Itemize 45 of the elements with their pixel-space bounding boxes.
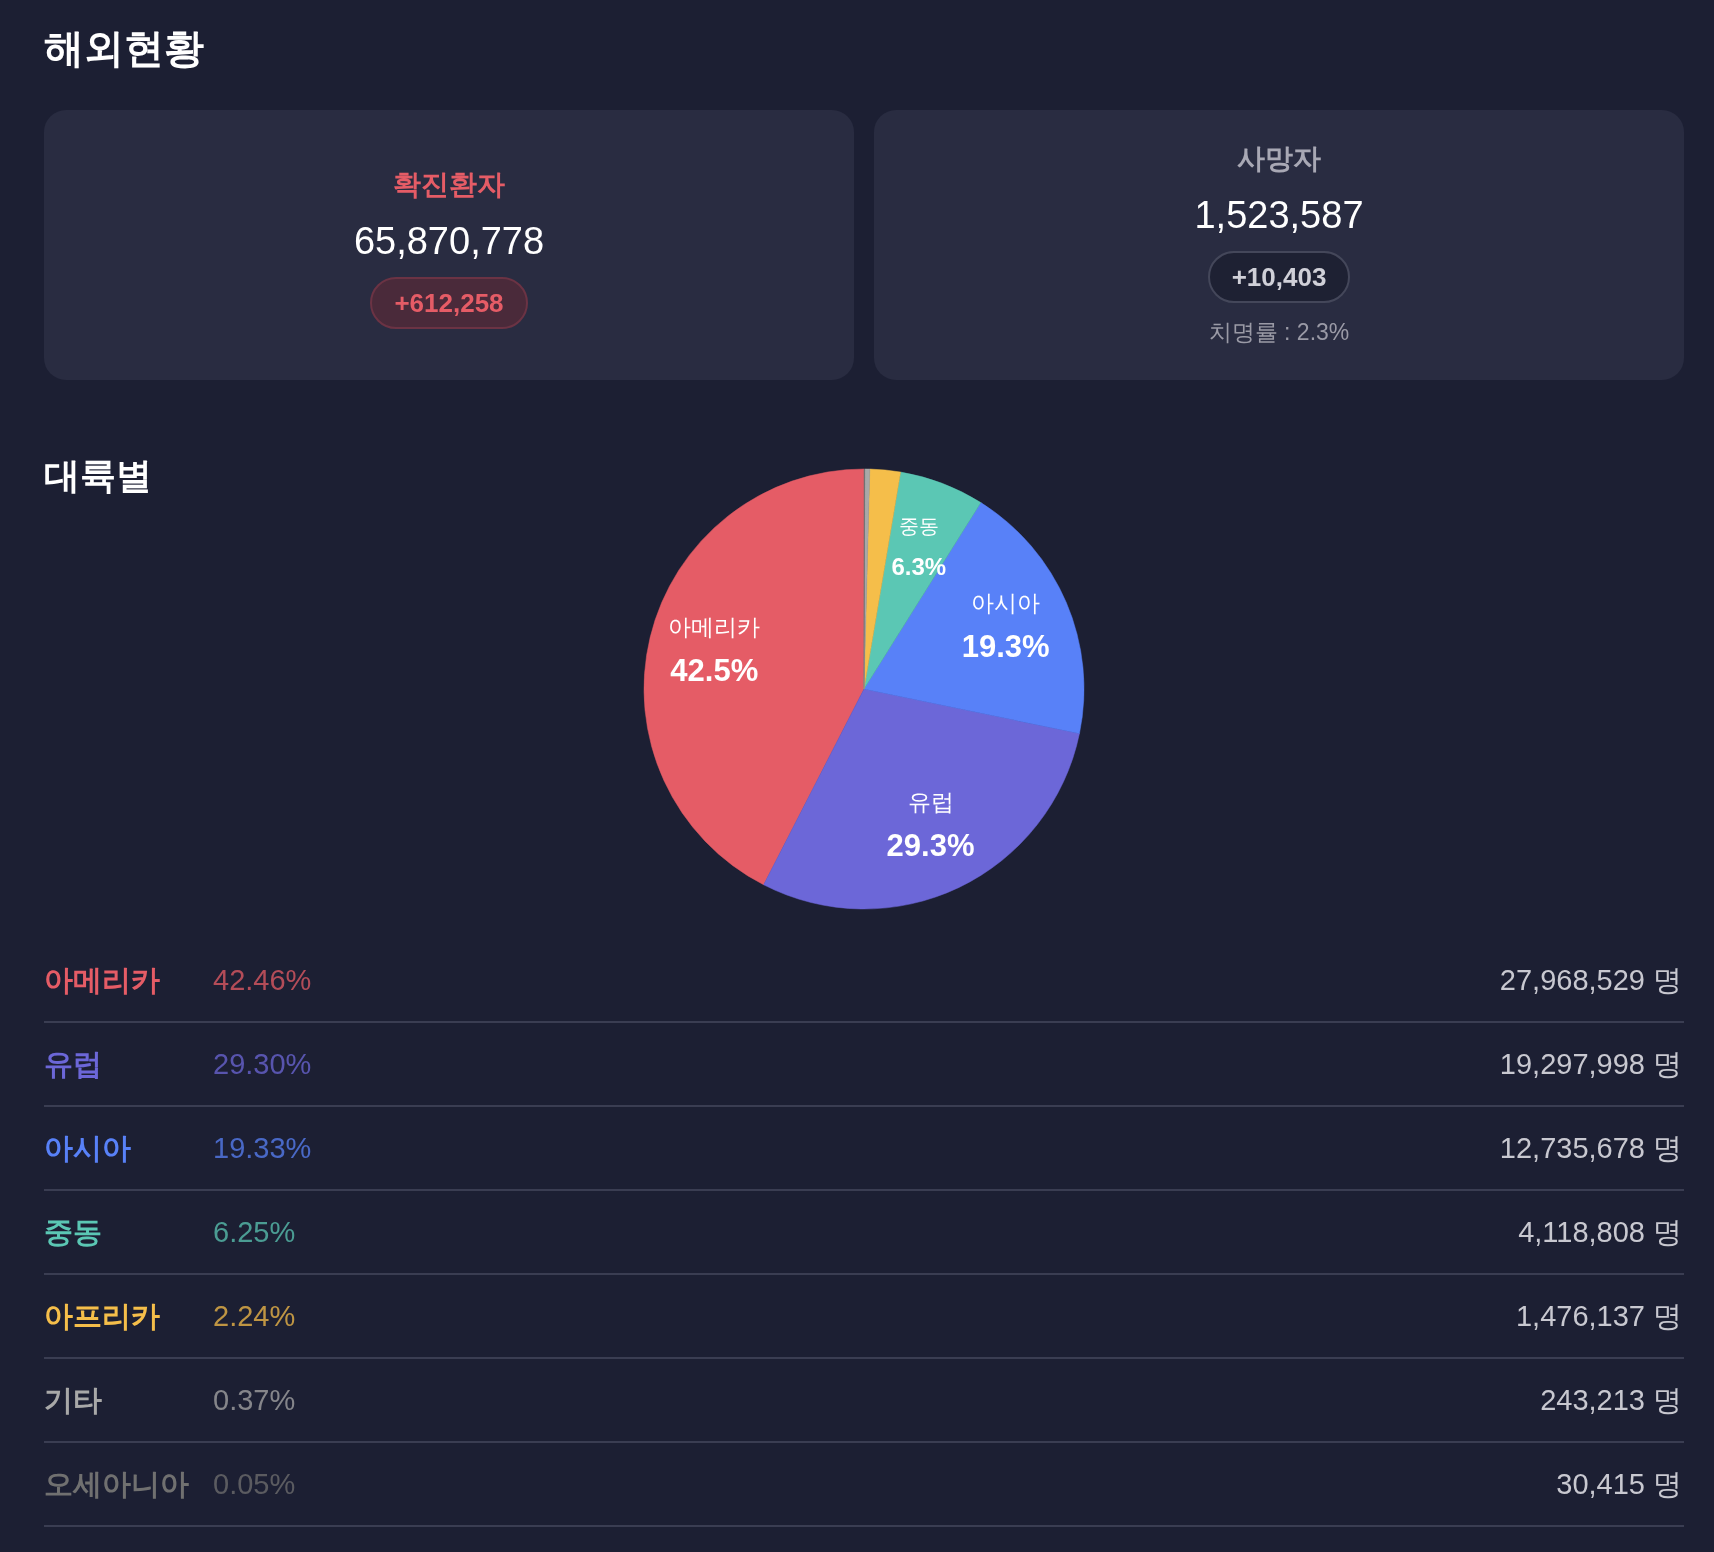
text: 27,968,529 <box>1499 964 1645 996</box>
category-label: 중동 <box>44 1216 102 1248</box>
category-label: 아시아 <box>44 1132 131 1164</box>
text: 12,735,678 <box>1499 1132 1645 1164</box>
data-label: 19.3% <box>961 628 1050 664</box>
text: 4,118,808 <box>1518 1216 1645 1248</box>
text: 명 <box>1653 1300 1682 1332</box>
text: 29.30% <box>213 1048 312 1080</box>
slice-label: 중동 <box>898 515 939 538</box>
text: 2.24% <box>213 1300 296 1332</box>
text: 대륙별 <box>44 455 152 496</box>
text: 명 <box>1653 1132 1682 1164</box>
text: 치명률 : 2.3% <box>1208 319 1350 345</box>
text: 명 <box>1653 1216 1682 1248</box>
text: 6.25% <box>213 1216 296 1248</box>
slice-label: 유럽 <box>907 788 954 815</box>
text: 명 <box>1653 1048 1682 1080</box>
text: 19,297,998 <box>1499 1048 1645 1080</box>
text: 19.33% <box>213 1132 312 1164</box>
text: 65,870,778 <box>353 220 545 262</box>
data-label: 42.5% <box>670 652 759 688</box>
text: 1,523,587 <box>1194 194 1364 236</box>
text: +612,258 <box>394 288 504 318</box>
slice-label: 아시아 <box>971 589 1041 616</box>
text: 42.46% <box>213 964 312 996</box>
text: 0.05% <box>213 1468 296 1500</box>
text: 확진환자 <box>393 169 505 200</box>
category-label: 아메리카 <box>44 964 160 996</box>
text: 0.37% <box>213 1384 296 1416</box>
text: 243,213 <box>1540 1384 1645 1416</box>
text: 명 <box>1653 964 1682 996</box>
data-label: 6.3% <box>891 553 947 581</box>
data-label: 29.3% <box>886 827 975 863</box>
text: +10,403 <box>1231 262 1327 292</box>
category-label: 유럽 <box>44 1048 102 1080</box>
category-label: 오세아니아 <box>44 1468 189 1500</box>
text: 30,415 <box>1556 1468 1645 1500</box>
category-label: 기타 <box>44 1384 102 1416</box>
category-label: 아프리카 <box>44 1300 160 1332</box>
slice-label: 아메리카 <box>668 613 761 640</box>
text: 명 <box>1653 1468 1682 1500</box>
text: 해외현황 <box>44 26 204 70</box>
text: 1,476,137 <box>1515 1300 1645 1332</box>
text: 명 <box>1653 1384 1682 1416</box>
text: 사망자 <box>1237 143 1321 174</box>
